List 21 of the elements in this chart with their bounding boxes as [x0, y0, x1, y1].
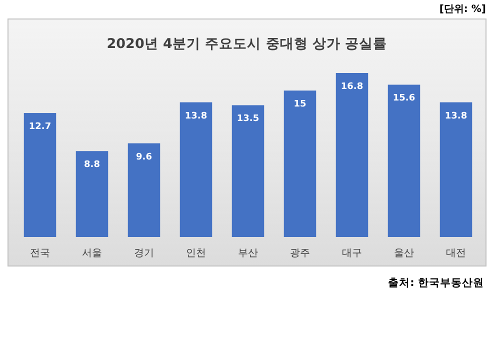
- text: [단위: %]: [439, 4, 486, 15]
- x-tick-label: 서울: [82, 248, 102, 259]
- x-tick-label: 울산: [394, 248, 414, 259]
- data-label: 8.8: [84, 160, 100, 170]
- x-tick-label: 대전: [446, 248, 466, 259]
- x-tick-label: 경기: [134, 248, 154, 259]
- x-tick-label: 광주: [290, 248, 310, 259]
- data-label: 15.6: [392, 94, 416, 104]
- chart-title: 2020년 4분기 주요도시 중대형 상가 공실률: [106, 36, 388, 52]
- x-tick-label: 부산: [238, 248, 258, 259]
- data-label: 12.7: [28, 122, 52, 132]
- data-label: 13.5: [236, 114, 260, 124]
- data-label: 15: [294, 100, 306, 110]
- data-label: 13.8: [444, 111, 468, 122]
- source-note: 출처: 한국부동산원: [388, 277, 484, 289]
- x-tick-label: 전국: [30, 248, 50, 259]
- data-label: 16.8: [340, 82, 364, 92]
- x-tick-label: 대구: [342, 248, 362, 259]
- data-label: 9.6: [136, 152, 152, 162]
- data-label: 13.8: [184, 111, 208, 122]
- x-tick-label: 인천: [186, 248, 206, 259]
